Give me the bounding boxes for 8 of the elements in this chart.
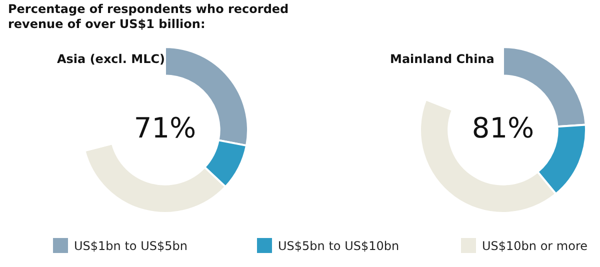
chart-subtitle: Mainland China [390, 52, 494, 66]
legend-label: US$5bn to US$10bn [278, 238, 400, 252]
legend-label: US$10bn or more [482, 238, 588, 252]
chart-subtitle: Asia (excl. MLC) [57, 52, 166, 66]
text: 81% [472, 111, 534, 144]
text: 71% [134, 111, 196, 144]
legend-label: US$1bn to US$5bn [74, 238, 188, 252]
chart-title: Percentage of respondents who recorded revenue of over US$1 billion: [8, 2, 290, 32]
